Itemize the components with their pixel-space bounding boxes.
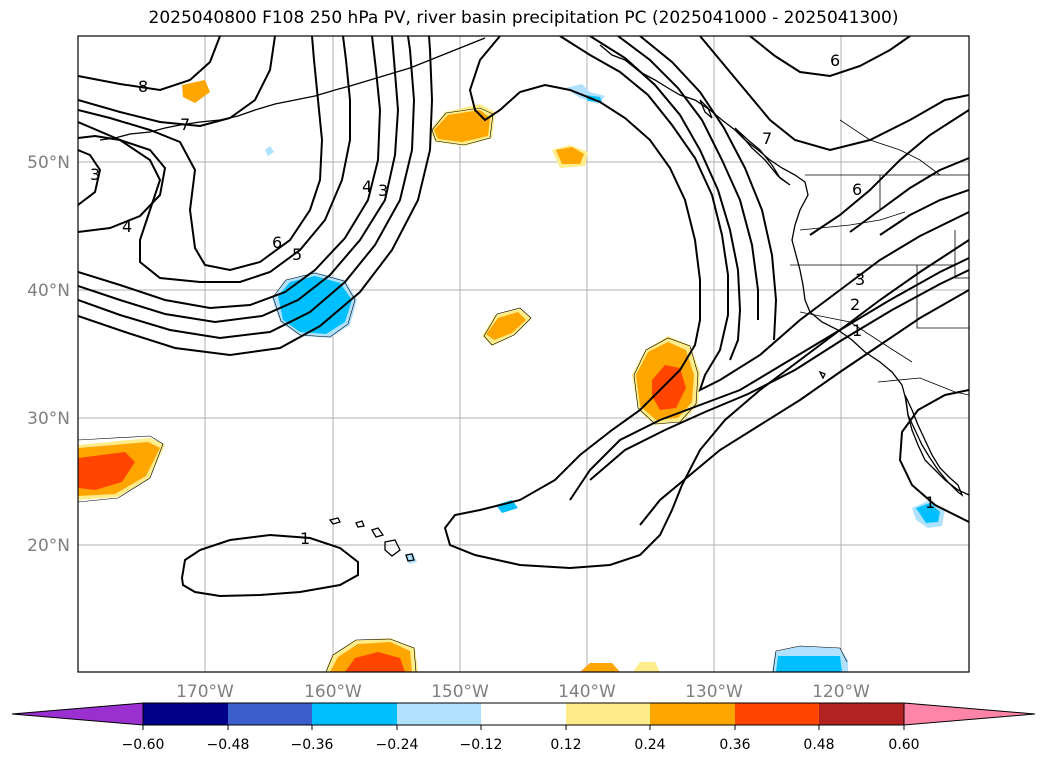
pv-contour-1-east	[639, 289, 969, 526]
precip-blob-north-small	[182, 80, 210, 103]
precip-negative-blob-hawaii	[496, 500, 518, 513]
contour-label: 4	[122, 217, 132, 236]
map-border	[77, 35, 970, 673]
pv-contour-8	[78, 36, 221, 92]
colorbar-label: −0.24	[376, 737, 419, 753]
contour-label: 1	[852, 321, 862, 340]
colorbar-cell	[650, 703, 735, 725]
contour-label: 6	[830, 51, 840, 70]
pv-contour-4	[78, 134, 167, 233]
colorbar-cell	[566, 703, 650, 725]
lon-label: 120°W	[812, 682, 870, 702]
pv-contour-6-west	[78, 36, 324, 272]
lat-label: 20°N	[27, 536, 70, 556]
contour-label: 3	[378, 181, 388, 200]
lat-label: 30°N	[27, 409, 70, 429]
contour-label: 8	[138, 77, 148, 96]
contour-label: 6	[852, 180, 862, 199]
pv-contour-1-baja	[898, 389, 969, 523]
contour-label: 3	[90, 165, 100, 184]
pv-contour-3-east	[569, 257, 969, 501]
pv-contour-outer-1	[78, 36, 382, 310]
pv-contour-7	[78, 36, 276, 128]
colorbar-cell	[735, 703, 819, 725]
colorbar-label: 0.48	[803, 737, 834, 753]
contour-label: 1	[300, 529, 310, 548]
colorbar-cell	[312, 703, 397, 725]
lon-label: 150°W	[431, 682, 489, 702]
coastlines	[99, 37, 969, 562]
colorbar-extend-low	[11, 702, 144, 726]
precip-shading	[78, 80, 945, 672]
lon-label: 160°W	[304, 682, 362, 702]
colorbar-cell	[481, 703, 566, 725]
colorbar-cell	[819, 703, 904, 725]
coast-aleutians	[99, 37, 486, 141]
pv-contour-trough-1	[443, 36, 969, 570]
contour-label: 6	[272, 233, 282, 252]
lat-label: 50°N	[27, 153, 70, 173]
lat-labels: 50°N 40°N 30°N 20°N	[27, 153, 70, 556]
contour-label: 5	[292, 245, 302, 264]
coast-hawaii	[328, 517, 341, 525]
colorbar-label: 0.24	[634, 737, 665, 753]
contour-label: 4	[362, 177, 372, 196]
contour-label: 7	[180, 115, 190, 134]
contour-labels: 8 7 3 4 6 5 4 3 6 7 6 3 2 1 1 1	[90, 51, 935, 548]
lon-labels: 170°W 160°W 150°W 140°W 130°W 120°W	[176, 682, 870, 702]
contour-label: 1	[925, 493, 935, 512]
colorbar-cell	[143, 703, 228, 725]
colorbar-label: 0.36	[719, 737, 750, 753]
colorbar-extend-high	[903, 702, 1036, 726]
colorbar-label: 0.60	[888, 737, 919, 753]
map-title: 2025040800 F108 250 hPa PV, river basin …	[148, 8, 899, 28]
colorbar-label: −0.36	[291, 737, 334, 753]
colorbar-label: −0.12	[460, 737, 503, 753]
colorbar-label: −0.60	[122, 737, 165, 753]
pv-contour-1-subtropical	[180, 533, 359, 598]
contour-label: 2	[850, 295, 860, 314]
colorbar-label: −0.48	[207, 737, 250, 753]
colorbar-label: 0.12	[550, 737, 581, 753]
lat-label: 40°N	[27, 281, 70, 301]
lon-label: 140°W	[558, 682, 616, 702]
pv-contour-6-east	[809, 109, 969, 236]
contour-label: 7	[762, 129, 772, 148]
contour-label: 3	[855, 270, 865, 289]
pv-contours	[78, 36, 969, 598]
colorbar-cell	[397, 703, 481, 725]
coast-baja	[904, 394, 964, 497]
colorbar: −0.60 −0.48 −0.36 −0.24 −0.12 0.12 0.24 …	[11, 702, 1036, 753]
map-panel	[78, 36, 969, 672]
lon-label: 130°W	[685, 682, 743, 702]
lon-label: 170°W	[176, 682, 234, 702]
pv-contour-5	[78, 36, 351, 283]
colorbar-cell	[228, 703, 312, 725]
